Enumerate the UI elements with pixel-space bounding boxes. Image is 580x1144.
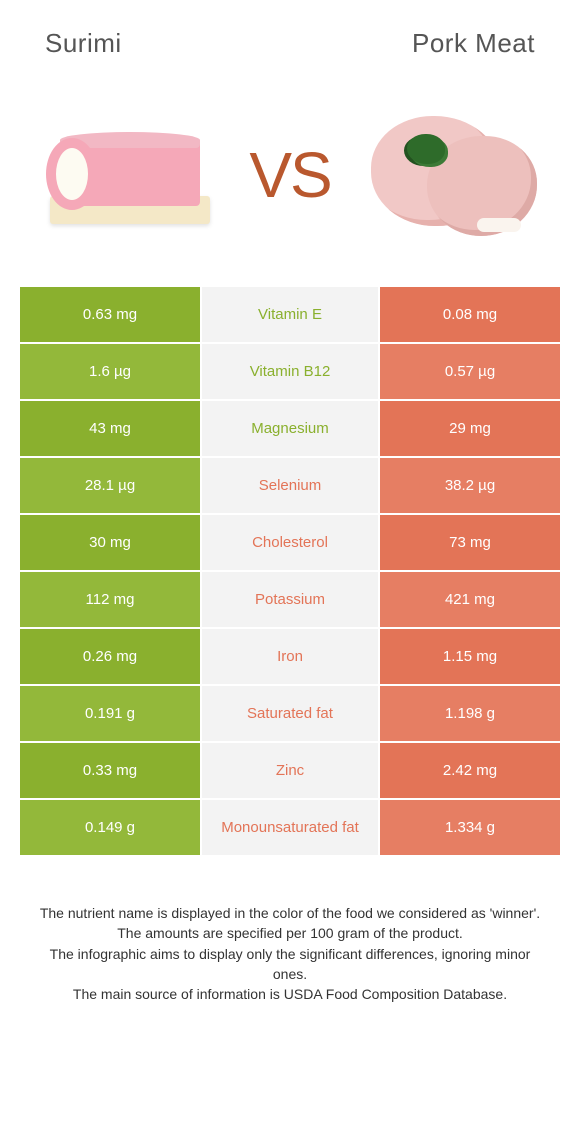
footnote-line: The infographic aims to display only the… (36, 944, 544, 985)
nutrient-left-value: 0.26 mg (20, 629, 200, 684)
pork-icon (355, 100, 545, 250)
nutrient-row: 43 mgMagnesium29 mg (20, 401, 560, 456)
nutrient-row: 28.1 µgSelenium38.2 µg (20, 458, 560, 513)
footnote-line: The amounts are specified per 100 gram o… (36, 923, 544, 943)
nutrient-table: 0.63 mgVitamin E0.08 mg1.6 µgVitamin B12… (20, 287, 560, 855)
vs-label: VS (249, 138, 330, 212)
nutrient-name: Cholesterol (202, 515, 378, 570)
left-food-title: Surimi (45, 28, 122, 59)
nutrient-left-value: 0.63 mg (20, 287, 200, 342)
nutrient-name: Vitamin E (202, 287, 378, 342)
nutrient-left-value: 30 mg (20, 515, 200, 570)
right-food-title: Pork meat (412, 28, 535, 59)
nutrient-name: Iron (202, 629, 378, 684)
nutrient-name: Potassium (202, 572, 378, 627)
nutrient-right-value: 1.198 g (380, 686, 560, 741)
vs-row: VS (20, 83, 560, 287)
title-row: Surimi Pork meat (20, 16, 560, 83)
nutrient-right-value: 29 mg (380, 401, 560, 456)
nutrient-left-value: 0.149 g (20, 800, 200, 855)
footnotes: The nutrient name is displayed in the co… (20, 855, 560, 1020)
nutrient-row: 0.26 mgIron1.15 mg (20, 629, 560, 684)
nutrient-name: Magnesium (202, 401, 378, 456)
nutrient-left-value: 0.191 g (20, 686, 200, 741)
nutrient-right-value: 0.57 µg (380, 344, 560, 399)
nutrient-left-value: 1.6 µg (20, 344, 200, 399)
nutrient-left-value: 112 mg (20, 572, 200, 627)
nutrient-row: 30 mgCholesterol73 mg (20, 515, 560, 570)
nutrient-row: 1.6 µgVitamin B120.57 µg (20, 344, 560, 399)
nutrient-left-value: 28.1 µg (20, 458, 200, 513)
footnote-line: The nutrient name is displayed in the co… (36, 903, 544, 923)
nutrient-row: 0.191 gSaturated fat1.198 g (20, 686, 560, 741)
nutrient-right-value: 1.334 g (380, 800, 560, 855)
nutrient-name: Zinc (202, 743, 378, 798)
nutrient-name: Vitamin B12 (202, 344, 378, 399)
right-food-image (350, 95, 550, 255)
left-food-image (30, 95, 230, 255)
surimi-icon (40, 120, 220, 230)
nutrient-right-value: 38.2 µg (380, 458, 560, 513)
nutrient-name: Saturated fat (202, 686, 378, 741)
nutrient-row: 0.149 gMonounsaturated fat1.334 g (20, 800, 560, 855)
nutrient-right-value: 421 mg (380, 572, 560, 627)
nutrient-row: 0.63 mgVitamin E0.08 mg (20, 287, 560, 342)
nutrient-right-value: 2.42 mg (380, 743, 560, 798)
infographic-container: Surimi Pork meat VS 0.63 mgVitamin E0.08… (0, 0, 580, 1036)
nutrient-row: 112 mgPotassium421 mg (20, 572, 560, 627)
footnote-line: The main source of information is USDA F… (36, 984, 544, 1004)
nutrient-left-value: 43 mg (20, 401, 200, 456)
nutrient-right-value: 73 mg (380, 515, 560, 570)
nutrient-name: Selenium (202, 458, 378, 513)
nutrient-left-value: 0.33 mg (20, 743, 200, 798)
nutrient-name: Monounsaturated fat (202, 800, 378, 855)
nutrient-row: 0.33 mgZinc2.42 mg (20, 743, 560, 798)
nutrient-right-value: 0.08 mg (380, 287, 560, 342)
nutrient-right-value: 1.15 mg (380, 629, 560, 684)
